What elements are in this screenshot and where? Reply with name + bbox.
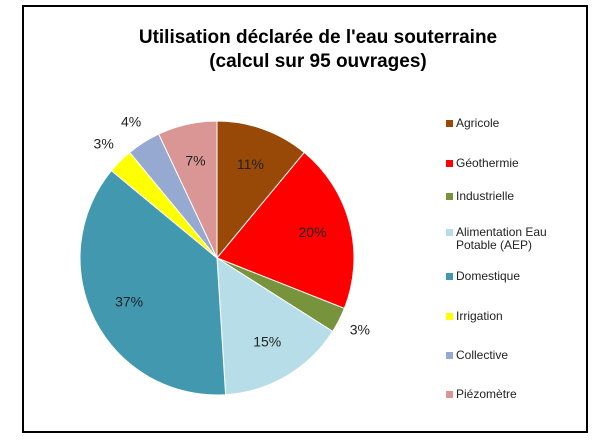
chart-frame — [22, 5, 588, 433]
pie-slice — [216, 257, 334, 396]
legend-swatch — [446, 352, 453, 359]
legend-item: Piézomètre — [446, 388, 586, 401]
legend-item: Alimentation Eau Potable (AEP) — [446, 226, 586, 252]
data-label: 7% — [185, 152, 205, 168]
legend-swatch — [446, 273, 453, 280]
legend-swatch — [446, 229, 453, 236]
data-label: 3% — [350, 321, 370, 337]
pie-slice — [79, 169, 227, 396]
legend-label: Irrigation — [456, 309, 503, 323]
legend-label: Collective — [456, 348, 509, 362]
legend-swatch — [446, 313, 453, 320]
legend-item: Irrigation — [446, 310, 586, 323]
legend-label: Géothermie — [456, 156, 519, 170]
legend-item: Industrielle — [446, 190, 586, 203]
data-label: 11% — [237, 156, 264, 172]
data-label: 20% — [299, 224, 327, 240]
legend-label: Alimentation Eau Potable (AEP) — [456, 225, 547, 252]
legend-label: Piézomètre — [456, 387, 517, 401]
legend-swatch — [446, 391, 453, 398]
legend-label: Industrielle — [456, 189, 515, 203]
legend-swatch — [446, 193, 453, 200]
data-label: 15% — [253, 334, 281, 350]
pie-slice — [216, 151, 355, 310]
legend-item: Domestique — [446, 270, 586, 283]
legend-swatch — [446, 120, 453, 127]
data-label: 4% — [121, 113, 141, 129]
data-label: 3% — [94, 135, 114, 151]
pie-slice — [158, 120, 218, 259]
legend-swatch — [446, 160, 453, 167]
legend-item: Géothermie — [446, 157, 586, 170]
chart-title: Utilisation déclarée de l'eau souterrain… — [139, 27, 497, 48]
data-label: 37% — [115, 293, 143, 309]
legend-label: Domestique — [456, 269, 521, 283]
chart-subtitle: (calcul sur 95 ouvrages) — [209, 51, 427, 72]
legend-item: Agricole — [446, 117, 586, 130]
legend-label: Agricole — [456, 116, 500, 130]
pie-slice — [216, 120, 306, 260]
legend-item: Collective — [446, 349, 586, 362]
